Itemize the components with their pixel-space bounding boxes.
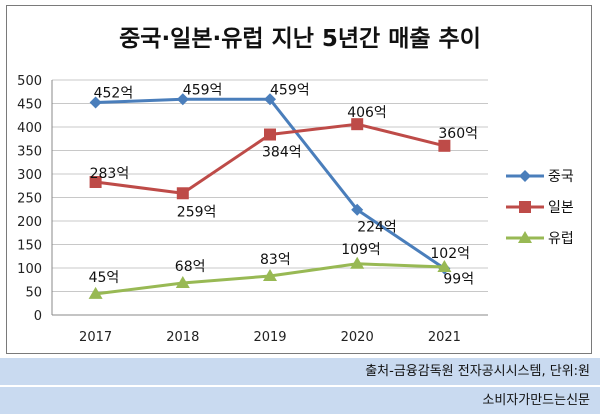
data-point — [351, 118, 364, 131]
legend-item-유럽: 유럽 — [506, 231, 574, 247]
data-point — [176, 187, 189, 200]
data-label: 109억 — [341, 242, 381, 258]
data-point — [264, 128, 276, 141]
data-label: 360억 — [438, 126, 478, 142]
data-label: 452억 — [94, 86, 134, 102]
data-label: 384억 — [262, 145, 302, 161]
y-tick-label: 200 — [17, 215, 42, 230]
y-tick-label: 350 — [17, 145, 42, 160]
y-tick-label: 500 — [17, 74, 42, 89]
legend-label: 유럽 — [548, 231, 574, 247]
legend-marker — [519, 170, 531, 182]
y-tick-label: 0 — [34, 309, 42, 324]
legend-label: 일본 — [548, 200, 574, 216]
chart-frame — [6, 5, 592, 354]
y-tick-label: 150 — [17, 239, 42, 254]
series-중국 — [89, 93, 451, 275]
chart-title: 중국·일본·유럽 지난 5년간 매출 추이 — [119, 26, 481, 52]
data-point — [175, 276, 190, 289]
data-point — [351, 203, 364, 216]
y-tick-label: 250 — [17, 192, 42, 207]
legend-item-중국: 중국 — [506, 169, 574, 185]
source-caption: 출처-금융감독원 전자공시시스템, 단위:원 — [0, 358, 600, 385]
data-label: 459억 — [270, 82, 310, 98]
data-point — [437, 260, 452, 273]
series-일본 — [89, 118, 451, 200]
series-line-중국 — [95, 97, 446, 270]
legend-label: 중국 — [548, 169, 574, 185]
data-label: 259억 — [177, 204, 217, 220]
data-label: 99억 — [443, 271, 474, 287]
legend-marker — [519, 201, 531, 213]
legend-marker — [518, 231, 532, 243]
data-label: 459억 — [183, 82, 223, 98]
data-label: 68억 — [175, 259, 206, 275]
y-tick-label: 450 — [17, 98, 42, 113]
x-tick-label: 2019 — [253, 330, 286, 345]
line-chart: 중국·일본·유럽 지난 5년간 매출 추이 0 50 100 150 200 250 300… — [17, 26, 574, 345]
x-tick-label: 2018 — [166, 330, 199, 345]
data-point — [176, 93, 189, 106]
data-label: 45억 — [89, 270, 120, 286]
x-tick-label: 2020 — [341, 330, 374, 345]
data-point — [89, 96, 102, 109]
data-point — [89, 175, 102, 188]
y-tick-label: 100 — [17, 262, 42, 277]
series-유럽 — [88, 256, 452, 299]
y-tick-label: 400 — [17, 121, 42, 136]
data-point — [264, 93, 276, 106]
data-point — [263, 268, 277, 281]
publisher-caption: 소비자가만드는신문 — [0, 387, 600, 414]
y-tick-label: 50 — [25, 286, 42, 301]
data-label: 283억 — [90, 166, 130, 182]
data-label: 83억 — [260, 252, 291, 268]
series-lines — [88, 93, 452, 299]
data-label: 102억 — [430, 246, 470, 262]
legend-item-일본: 일본 — [506, 200, 574, 216]
data-point — [88, 286, 103, 299]
y-tick-label: 300 — [17, 168, 42, 183]
data-point — [438, 139, 451, 152]
data-label: 224억 — [357, 220, 397, 236]
data-labels: 452억 459억 459억 224억 99억 283억 259억 384억 406억 360억 4… — [89, 82, 478, 287]
data-point — [350, 256, 365, 269]
data-label: 406억 — [347, 105, 387, 121]
axes: 0 50 100 150 200 250 300 350 400 450 500 2017 2018 20… — [17, 74, 461, 345]
x-tick-label: 2021 — [428, 330, 461, 345]
x-tick-label: 2017 — [79, 330, 112, 345]
